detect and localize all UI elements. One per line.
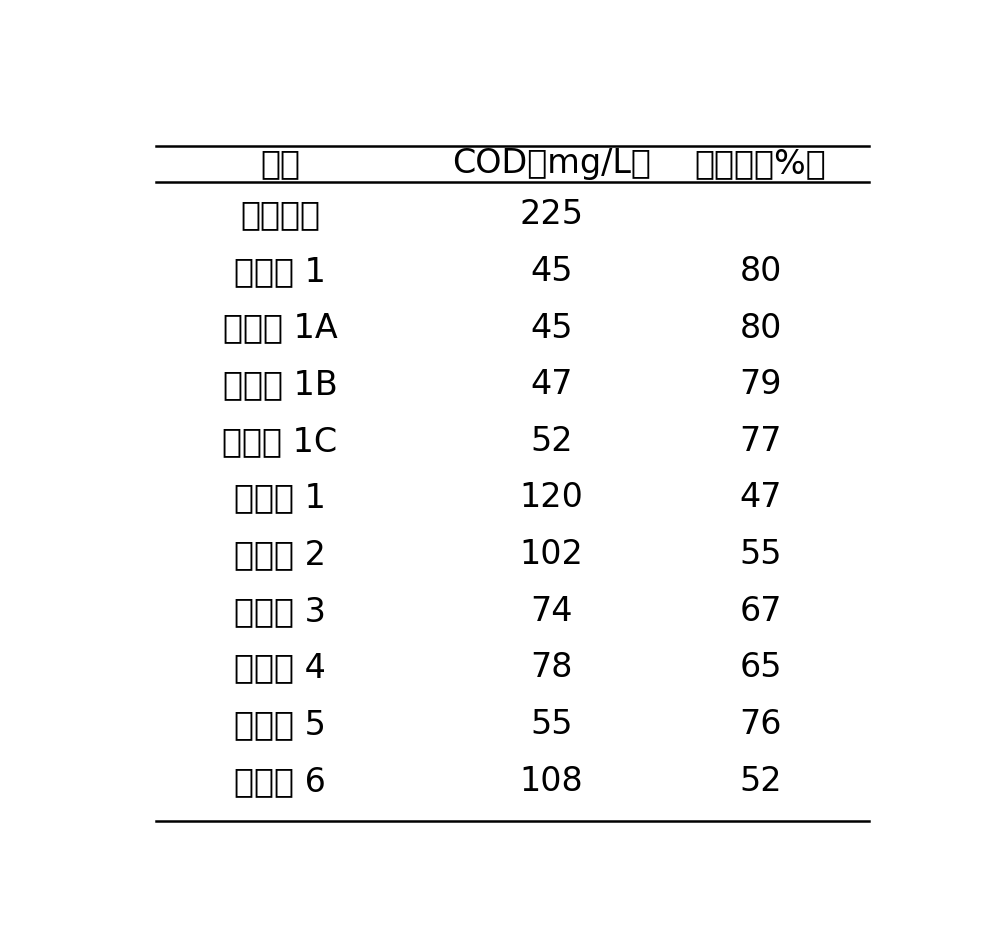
Text: 对照例 6: 对照例 6: [234, 765, 326, 798]
Text: 对照例 2: 对照例 2: [234, 538, 326, 571]
Text: 78: 78: [530, 652, 572, 685]
Text: 52: 52: [739, 765, 782, 798]
Text: 编号: 编号: [260, 147, 300, 180]
Text: 对照例 3: 对照例 3: [234, 595, 326, 628]
Text: 52: 52: [530, 425, 573, 458]
Text: 225: 225: [519, 198, 583, 231]
Text: COD（mg/L）: COD（mg/L）: [452, 147, 651, 180]
Text: 去除率（%）: 去除率（%）: [695, 147, 826, 180]
Text: 74: 74: [530, 595, 572, 628]
Text: 实施例 1: 实施例 1: [234, 255, 326, 288]
Text: 80: 80: [739, 255, 782, 288]
Text: 79: 79: [739, 368, 782, 401]
Text: 55: 55: [530, 708, 572, 741]
Text: 47: 47: [530, 368, 572, 401]
Text: 67: 67: [739, 595, 782, 628]
Text: 对照例 4: 对照例 4: [234, 652, 326, 685]
Text: 47: 47: [739, 482, 782, 515]
Text: 45: 45: [530, 255, 572, 288]
Text: 55: 55: [739, 538, 782, 571]
Text: 实施例 1C: 实施例 1C: [222, 425, 338, 458]
Text: 实施例 1A: 实施例 1A: [223, 311, 337, 344]
Text: 65: 65: [739, 652, 782, 685]
Text: 77: 77: [739, 425, 782, 458]
Text: 45: 45: [530, 311, 572, 344]
Text: 120: 120: [519, 482, 583, 515]
Text: 对照例 1: 对照例 1: [234, 482, 326, 515]
Text: 实施例 1B: 实施例 1B: [223, 368, 337, 401]
Text: 焦化废水: 焦化废水: [240, 198, 320, 231]
Text: 80: 80: [739, 311, 782, 344]
Text: 76: 76: [739, 708, 782, 741]
Text: 108: 108: [519, 765, 583, 798]
Text: 对照例 5: 对照例 5: [234, 708, 326, 741]
Text: 102: 102: [519, 538, 583, 571]
